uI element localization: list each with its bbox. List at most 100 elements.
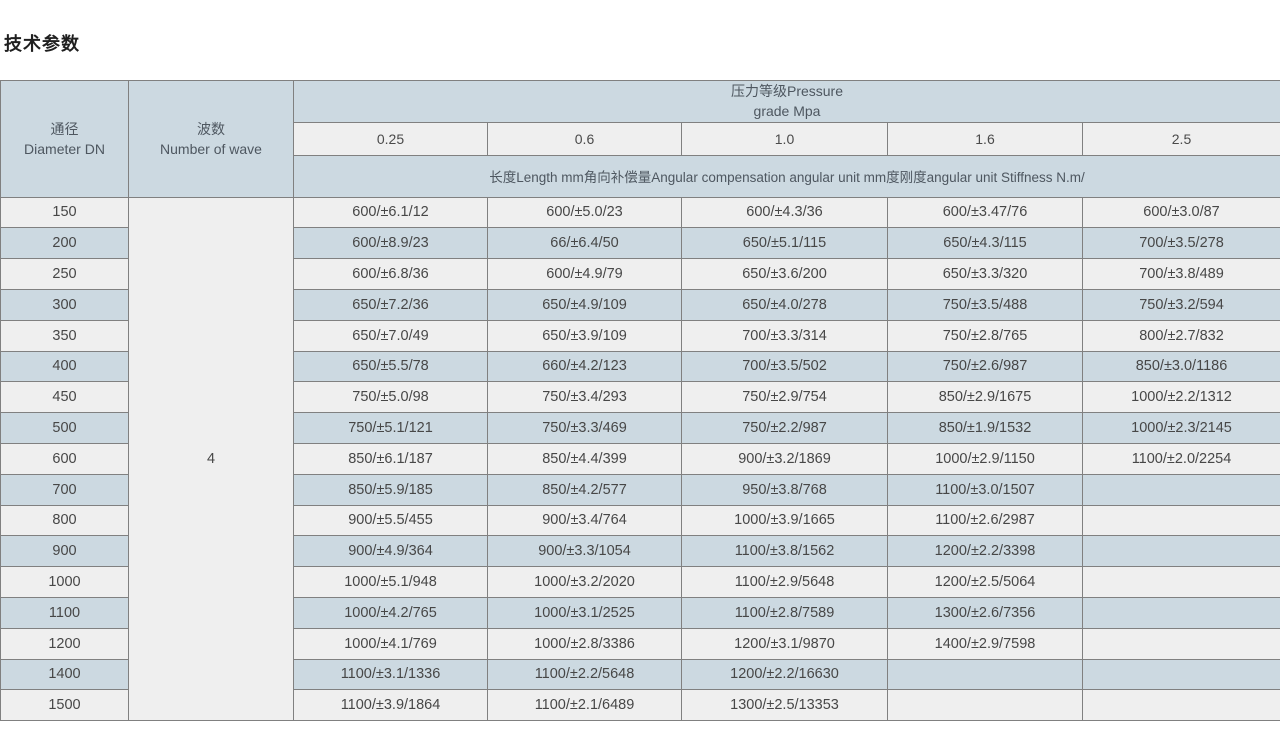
diameter-cell: 700 (0, 473, 129, 506)
value-cell (1082, 596, 1280, 629)
table-row: 150 4 600/±6.1/12 600/±5.0/23 600/±4.3/36 600… (0, 196, 1280, 722)
header-row-top: 通径 Diameter DN 波数 Number of wave 压力等级Pre… (0, 80, 1280, 198)
technical-parameters-table: 通径 Diameter DN 波数 Number of wave 压力等级Pre… (0, 80, 1280, 722)
diameter-cell: 150 (0, 196, 129, 229)
value-cell: 650/±4.0/278 (681, 288, 888, 321)
value-cell: 900/±3.3/1054 (487, 535, 682, 568)
value-cell: 650/±5.5/78 (293, 350, 488, 383)
value-cell: 750/±3.3/469 (487, 412, 682, 444)
table-row: 600 850/±6.1/187 850/±4.4/399 900/±3.2/1869… (0, 442, 1280, 475)
value-cell: 800/±2.7/832 (1082, 319, 1280, 352)
value-cell: 1100/±2.0/2254 (1082, 442, 1280, 475)
value-cell: 750/±3.5/488 (887, 288, 1083, 321)
value-cell: 1300/±2.5/13353 (681, 689, 888, 722)
value-cell: 1200/±3.1/9870 (681, 627, 888, 660)
value-cell: 750/±5.0/98 (293, 381, 488, 414)
value-cell: 600/±3.47/76 (887, 196, 1083, 229)
value-cell: 750/±3.4/293 (487, 381, 682, 414)
value-cell: 850/±4.4/399 (487, 442, 682, 475)
diameter-cell: 400 (0, 350, 129, 383)
diameter-cell: 1500 (0, 689, 129, 722)
header-row-note: 长度Length mm角向补偿量Angular compensation ang… (1, 154, 1280, 198)
value-cell: 1100/±2.2/5648 (487, 658, 682, 691)
diameter-cell: 600 (0, 442, 129, 475)
value-cell: 650/±5.1/115 (681, 227, 888, 260)
value-cell (1082, 658, 1280, 691)
value-cell: 600/±4.3/36 (681, 196, 888, 229)
diameter-cell: 350 (0, 319, 129, 352)
diameter-cell: 1200 (0, 627, 129, 660)
header-pressure-1.6: 1.6 (887, 121, 1083, 156)
value-cell: 1000/±4.2/765 (293, 596, 488, 629)
value-cell: 600/±4.9/79 (487, 258, 682, 290)
header-wave-count: 波数 Number of wave (128, 80, 294, 198)
diameter-cell: 1400 (0, 658, 129, 691)
value-cell: 900/±4.9/364 (293, 535, 488, 568)
diameter-cell: 900 (0, 535, 129, 568)
value-cell: 1300/±2.6/7356 (887, 596, 1083, 629)
value-cell: 1000/±2.9/1150 (887, 442, 1083, 475)
value-cell: 1100/±3.0/1507 (887, 473, 1083, 506)
value-cell (887, 658, 1083, 691)
value-cell (887, 689, 1083, 722)
table-body: 150 4 600/±6.1/12 600/±5.0/23 600/±4.3/36 600… (0, 196, 1280, 722)
value-cell: 1200/±2.2/3398 (887, 535, 1083, 568)
table-row: 400 650/±5.5/78 660/±4.2/123 700/±3.5/502 75… (0, 350, 1280, 383)
value-cell: 600/±6.1/12 (293, 196, 488, 229)
table-row: 300 650/±7.2/36 650/±4.9/109 650/±4.0/278 75… (0, 288, 1280, 321)
value-cell: 1000/±3.1/2525 (487, 596, 682, 629)
diameter-cell: 1000 (0, 566, 129, 598)
value-cell: 1100/±3.1/1336 (293, 658, 488, 691)
value-cell: 1100/±2.9/5648 (681, 566, 888, 598)
value-cell: 1000/±2.8/3386 (487, 627, 682, 660)
value-cell: 700/±3.8/489 (1082, 258, 1280, 290)
value-cell: 650/±3.6/200 (681, 258, 888, 290)
header-units-note: 长度Length mm角向补偿量Angular compensation ang… (293, 154, 1280, 198)
value-cell (1082, 689, 1280, 722)
diameter-cell: 300 (0, 288, 129, 321)
value-cell: 700/±3.3/314 (681, 319, 888, 352)
value-cell: 1100/±3.8/1562 (681, 535, 888, 568)
value-cell: 750/±2.8/765 (887, 319, 1083, 352)
table-row: 200 600/±8.9/23 66/±6.4/50 650/±5.1/115 650/… (0, 227, 1280, 260)
value-cell: 600/±5.0/23 (487, 196, 682, 229)
value-cell (1082, 535, 1280, 568)
table-row: 800 900/±5.5/455 900/±3.4/764 1000/±3.9/166… (0, 504, 1280, 537)
value-cell: 850/±3.0/1186 (1082, 350, 1280, 383)
value-cell: 650/±7.0/49 (293, 319, 488, 352)
value-cell (1082, 473, 1280, 506)
value-cell: 1200/±2.2/16630 (681, 658, 888, 691)
header-pressure-1.0: 1.0 (681, 121, 888, 156)
value-cell: 1200/±2.5/5064 (887, 566, 1083, 598)
diameter-cell: 450 (0, 381, 129, 414)
value-cell: 1000/±5.1/948 (293, 566, 488, 598)
header-row-pressure-values: 0.25 0.6 1.0 1.6 2.5 (1, 121, 1280, 156)
value-cell: 1400/±2.9/7598 (887, 627, 1083, 660)
value-cell (1082, 627, 1280, 660)
header-pressure-grade: 压力等级Pressure grade Mpa (293, 80, 1280, 123)
value-cell: 750/±3.2/594 (1082, 288, 1280, 321)
header-pressure-0.25: 0.25 (293, 121, 488, 156)
value-cell: 850/±6.1/187 (293, 442, 488, 475)
value-cell: 650/±7.2/36 (293, 288, 488, 321)
value-cell: 1000/±3.9/1665 (681, 504, 888, 537)
value-cell: 600/±3.0/87 (1082, 196, 1280, 229)
table-row: 700 850/±5.9/185 850/±4.2/577 950/±3.8/768 1… (0, 473, 1280, 506)
value-cell: 950/±3.8/768 (681, 473, 888, 506)
value-cell: 650/±3.9/109 (487, 319, 682, 352)
value-cell: 700/±3.5/278 (1082, 227, 1280, 260)
table-row: 1200 1000/±4.1/769 1000/±2.8/3386 1200/±3.1… (0, 627, 1280, 660)
value-cell: 750/±2.2/987 (681, 412, 888, 444)
value-cell: 850/±5.9/185 (293, 473, 488, 506)
value-cell: 600/±8.9/23 (293, 227, 488, 260)
value-cell: 750/±2.9/754 (681, 381, 888, 414)
value-cell: 1000/±2.3/2145 (1082, 412, 1280, 444)
header-pressure-2.5: 2.5 (1082, 121, 1280, 156)
value-cell: 1100/±2.8/7589 (681, 596, 888, 629)
value-cell: 1100/±2.6/2987 (887, 504, 1083, 537)
table-row: 1500 1100/±3.9/1864 1100/±2.1/6489 1300/±2.… (0, 689, 1280, 722)
value-cell: 66/±6.4/50 (487, 227, 682, 260)
header-pressure-0.6: 0.6 (487, 121, 682, 156)
value-cell: 750/±2.6/987 (887, 350, 1083, 383)
